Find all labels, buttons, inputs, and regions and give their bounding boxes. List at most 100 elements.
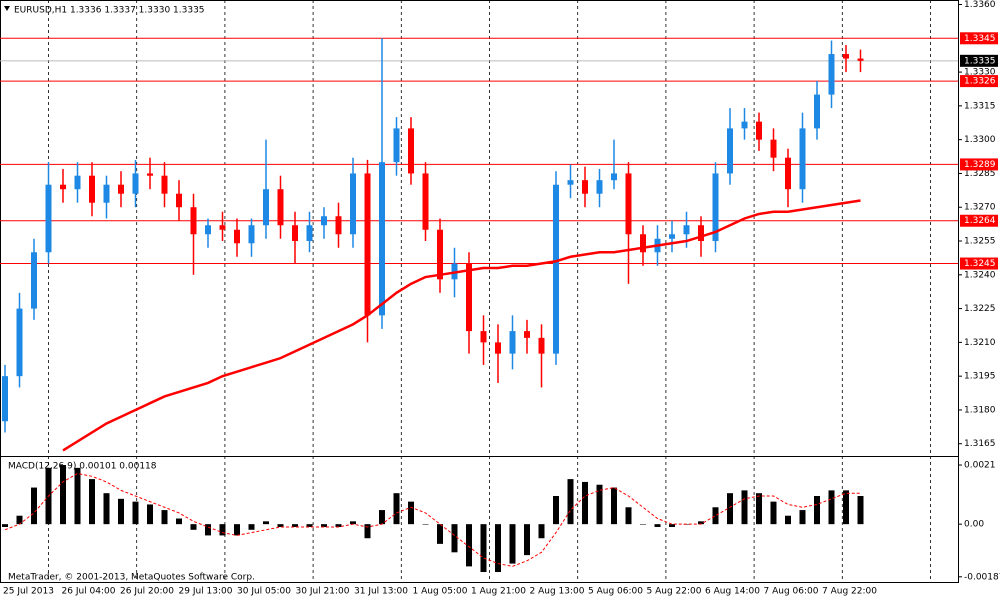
macd-bar — [408, 501, 414, 525]
macd-bar — [60, 465, 66, 525]
macd-bar — [118, 498, 124, 525]
y-tick-label: 1.3255 — [964, 237, 996, 247]
macd-bar — [828, 490, 835, 525]
macd-bar — [31, 487, 37, 525]
candle-body — [596, 180, 603, 194]
y-tick-label: 1.3195 — [964, 372, 996, 382]
title-arrow — [4, 6, 10, 11]
macd-bar — [596, 484, 603, 525]
macd-bar — [857, 496, 864, 525]
x-tick-label: 30 Jul 05:00 — [237, 587, 291, 597]
level-tag — [960, 214, 998, 227]
candle-body — [625, 173, 632, 235]
bid-tag — [960, 54, 998, 67]
macd-bar — [451, 524, 458, 553]
x-tick-label: 5 Aug 06:00 — [588, 587, 643, 597]
candle-body — [828, 54, 835, 95]
y-tick-label: 1.3270 — [964, 203, 996, 213]
macd-signal — [4, 472, 861, 567]
candle-body — [263, 189, 269, 226]
x-tick-label: 30 Jul 21:00 — [296, 587, 350, 597]
candle-body — [335, 216, 342, 235]
candle-body — [393, 128, 400, 163]
candle-body — [799, 128, 806, 190]
macd-bar — [16, 515, 23, 525]
candle-body — [219, 225, 226, 230]
macd-bar — [770, 501, 777, 525]
level-tag — [960, 75, 998, 88]
macd-bar — [712, 507, 719, 525]
time-grid — [48, 0, 931, 583]
candle-body — [89, 175, 95, 203]
macd-bar — [89, 479, 95, 525]
macd-bar — [756, 493, 762, 525]
macd-bar — [553, 496, 559, 525]
level-label: 1.3245 — [964, 259, 996, 269]
macd-bar — [74, 467, 81, 525]
candle-body — [553, 184, 559, 354]
x-tick-label: 5 Aug 22:00 — [647, 587, 702, 597]
macd-bar — [538, 524, 545, 539]
candle-body — [2, 376, 8, 422]
y-tick-label: -0.00187 — [964, 572, 1000, 582]
x-tick-label: 29 Jul 13:00 — [179, 587, 233, 597]
candle-body — [524, 331, 530, 338]
macd-bar — [350, 521, 356, 525]
macd-bar — [321, 524, 327, 527]
macd-bar — [799, 510, 806, 525]
candle-body — [31, 252, 37, 309]
candle-body — [727, 128, 733, 174]
candle-body — [843, 54, 849, 59]
candle-body — [364, 173, 371, 316]
level-label: 1.3264 — [964, 216, 996, 226]
macd-bar — [292, 524, 298, 527]
macd-bar — [466, 524, 472, 567]
candle-body — [234, 229, 240, 244]
candle-body — [640, 234, 646, 253]
macd-bar — [524, 524, 530, 556]
level-label: 1.3326 — [964, 77, 996, 87]
macd-bar — [103, 493, 110, 525]
candle-body — [74, 175, 81, 190]
x-tick-label: 2 Aug 13:00 — [530, 587, 585, 597]
macd-bar — [582, 481, 588, 525]
candle-body — [408, 128, 414, 174]
y-tick-label: 1.3225 — [964, 304, 996, 314]
x-tick-label: 1 Aug 21:00 — [471, 587, 526, 597]
candle-body — [277, 189, 284, 226]
macd-bar — [480, 524, 487, 573]
x-tick-label: 6 Aug 14:00 — [705, 587, 760, 597]
candle-body — [582, 180, 588, 194]
candle-body — [60, 184, 66, 190]
candle-body — [741, 121, 748, 129]
y-tick-label: 1.3330 — [964, 68, 996, 78]
x-tick-label: 26 Jul 20:00 — [120, 587, 174, 597]
macd-bar — [190, 524, 197, 530]
candle-body — [538, 337, 545, 354]
y-tick-label: 1.3165 — [964, 439, 996, 449]
candle-body — [480, 331, 487, 343]
copyright: MetaTrader, © 2001-2013, MetaQuotes Soft… — [8, 573, 255, 583]
candle-body — [611, 173, 617, 181]
x-tick-label: 1 Aug 05:00 — [413, 587, 468, 597]
macd-bar — [437, 524, 443, 544]
y-tick-label: 1.3315 — [964, 101, 996, 111]
macd-bar — [132, 501, 139, 525]
moving-average — [62, 199, 861, 452]
macd-bar — [234, 524, 240, 536]
macd-bar — [147, 504, 153, 525]
candle-body — [669, 234, 675, 239]
level-label: 1.3345 — [964, 34, 996, 44]
macd-bar — [379, 510, 385, 525]
candle-body — [45, 184, 52, 253]
macd-bar — [567, 479, 574, 525]
macd-title: MACD(12,26,9) 0.00101 0.00118 — [8, 462, 157, 472]
candle-body — [698, 225, 704, 242]
macd-bar — [509, 524, 516, 564]
macd-bar — [393, 493, 400, 525]
candle-body — [16, 308, 23, 377]
candle-body — [567, 180, 574, 185]
y-tick-label: 1.3240 — [964, 270, 996, 280]
macd-bar — [727, 493, 733, 525]
candle-body — [103, 184, 110, 203]
